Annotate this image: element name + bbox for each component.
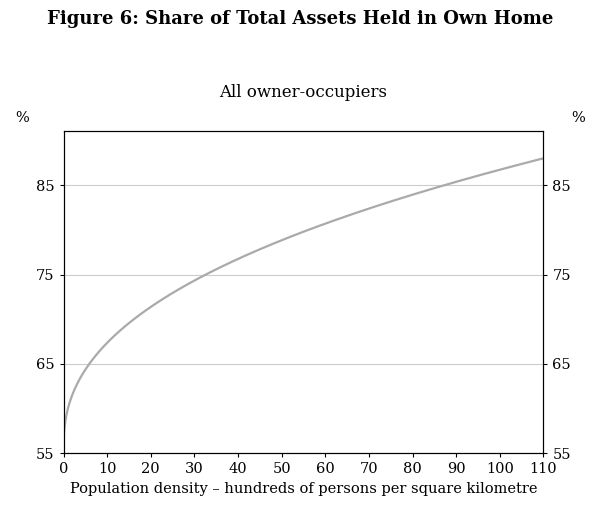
X-axis label: Population density – hundreds of persons per square kilometre: Population density – hundreds of persons… [70,482,537,496]
Text: %: % [15,110,29,125]
Text: Figure 6: Share of Total Assets Held in Own Home: Figure 6: Share of Total Assets Held in … [47,10,553,28]
Text: %: % [571,110,585,125]
Title: All owner-occupiers: All owner-occupiers [220,84,388,101]
